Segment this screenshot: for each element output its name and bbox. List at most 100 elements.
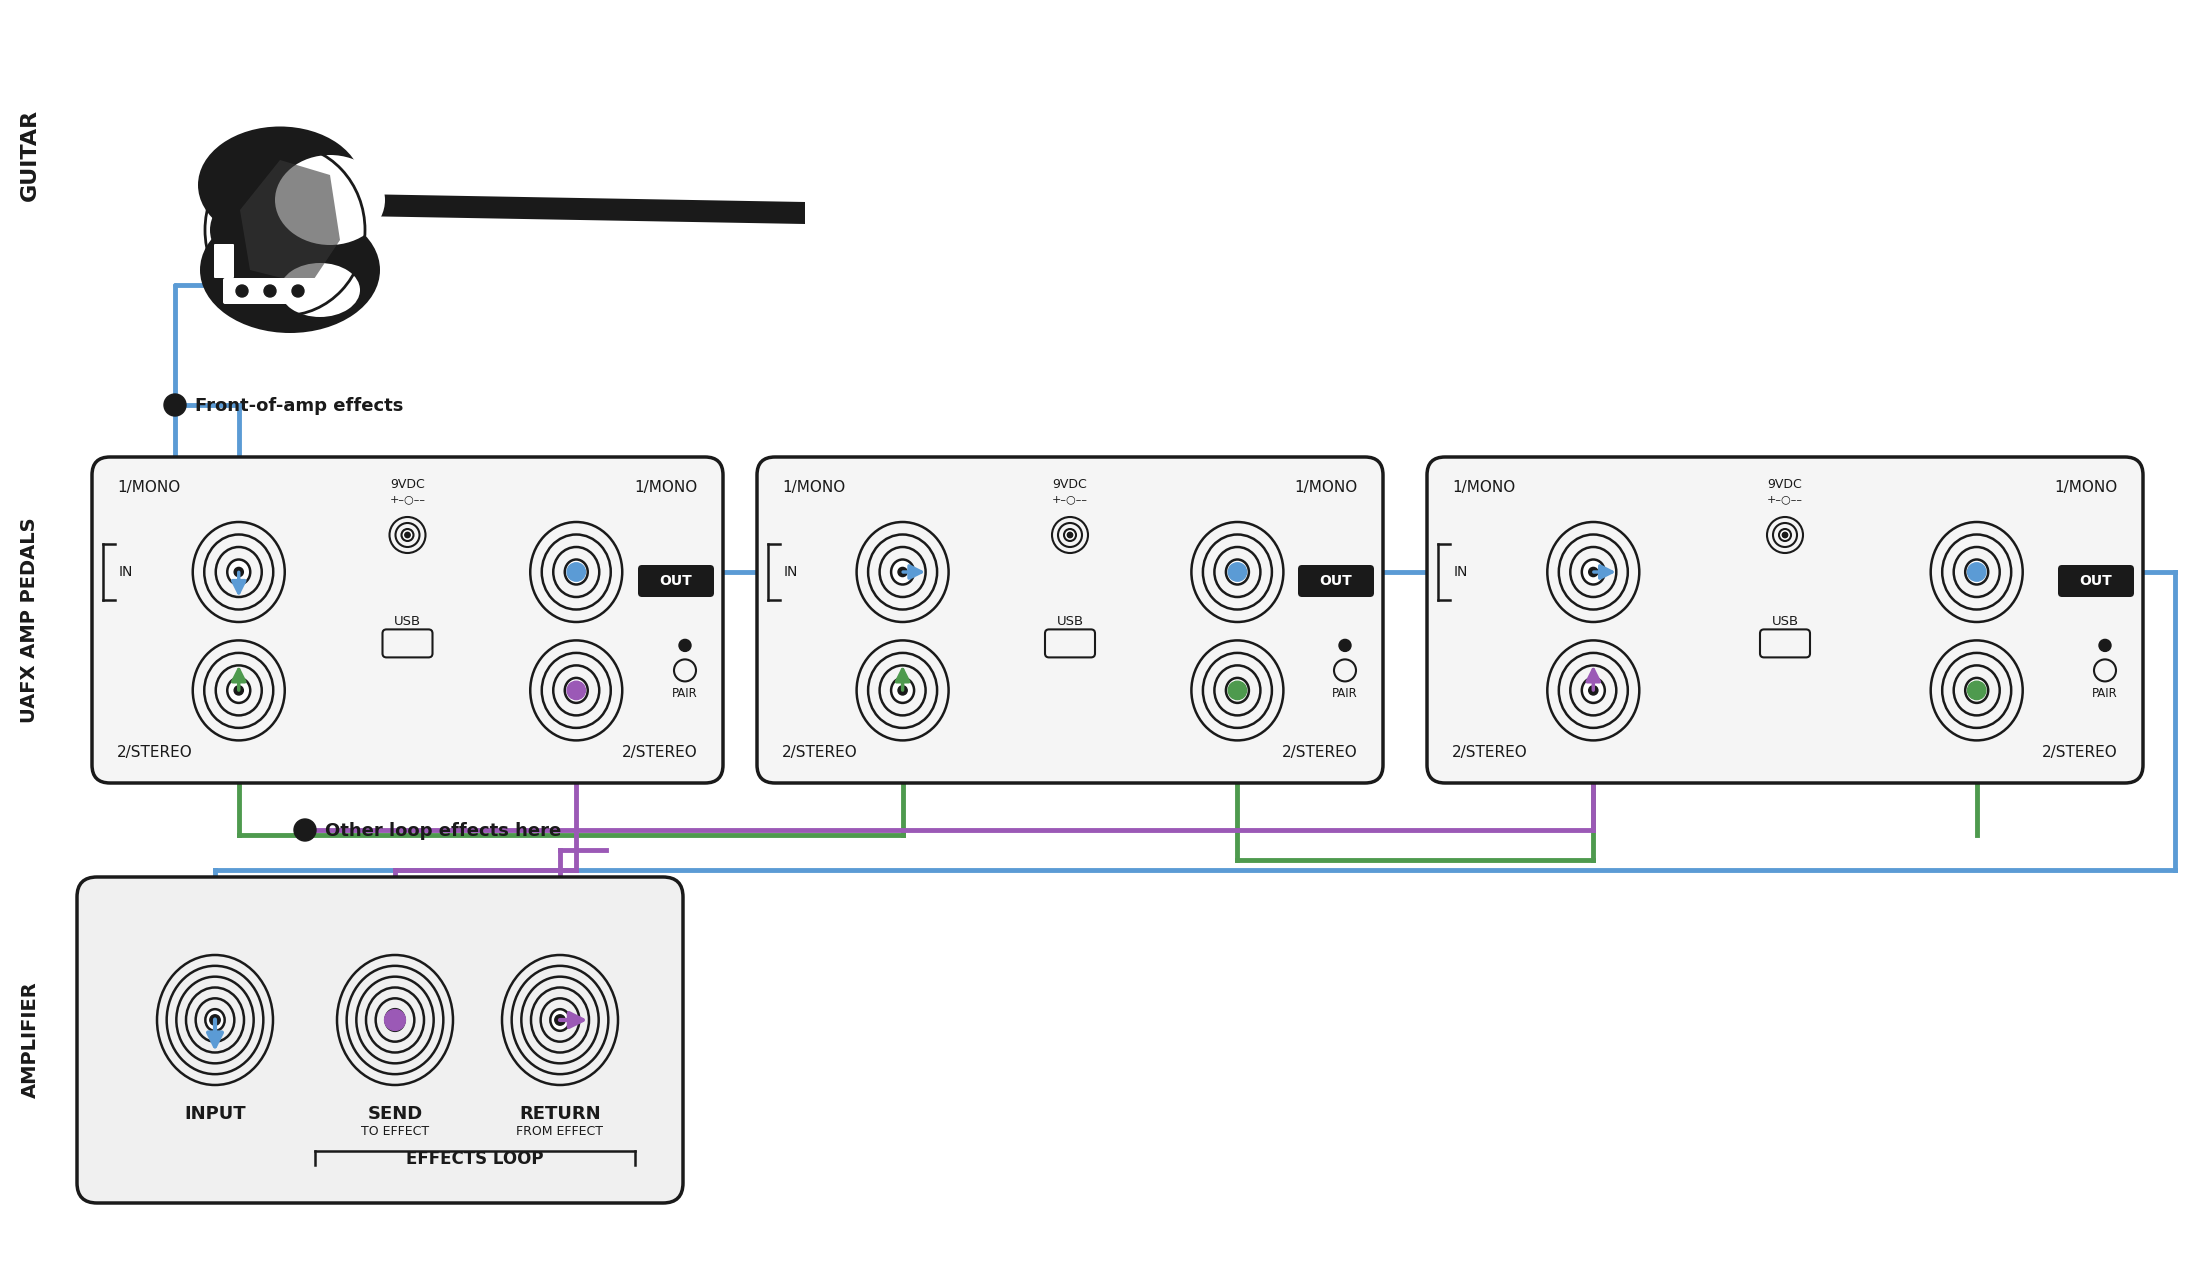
Circle shape [1968, 563, 1985, 581]
Ellipse shape [205, 1010, 225, 1030]
Ellipse shape [276, 155, 386, 245]
Text: AMPLIFIER: AMPLIFIER [20, 981, 40, 1099]
Text: PAIR: PAIR [2091, 688, 2118, 701]
Text: 2/STEREO: 2/STEREO [1282, 744, 1359, 760]
Text: 1/MONO: 1/MONO [635, 480, 697, 495]
Circle shape [571, 568, 580, 577]
Circle shape [390, 1015, 399, 1025]
Text: USB: USB [395, 616, 421, 629]
Circle shape [1233, 685, 1242, 696]
Ellipse shape [1227, 559, 1249, 585]
Ellipse shape [565, 677, 587, 703]
Circle shape [234, 685, 243, 696]
Ellipse shape [227, 677, 249, 703]
Text: EFFECTS LOOP: EFFECTS LOOP [406, 1150, 543, 1168]
Ellipse shape [201, 207, 379, 334]
Circle shape [1782, 532, 1787, 537]
Ellipse shape [210, 180, 360, 279]
Text: 1/MONO: 1/MONO [1452, 480, 1516, 495]
Text: 2/STEREO: 2/STEREO [2043, 744, 2118, 760]
Text: Front-of-amp effects: Front-of-amp effects [194, 397, 404, 415]
Circle shape [404, 532, 410, 537]
Text: +–○––: +–○–– [1052, 495, 1088, 504]
Ellipse shape [1582, 559, 1604, 585]
Circle shape [1229, 563, 1246, 581]
Text: IN: IN [1454, 565, 1469, 580]
Circle shape [567, 681, 585, 699]
Text: PAIR: PAIR [673, 688, 697, 701]
Circle shape [265, 285, 276, 298]
Circle shape [384, 1010, 406, 1030]
Text: OUT: OUT [2080, 574, 2113, 589]
Ellipse shape [1582, 677, 1604, 703]
FancyBboxPatch shape [1427, 457, 2142, 783]
Ellipse shape [386, 1010, 404, 1030]
Text: FROM EFFECT: FROM EFFECT [516, 1124, 604, 1139]
Circle shape [679, 639, 690, 652]
Circle shape [1233, 568, 1242, 577]
FancyBboxPatch shape [214, 243, 234, 278]
Text: 1/MONO: 1/MONO [1295, 480, 1359, 495]
Circle shape [571, 685, 580, 696]
Circle shape [898, 685, 907, 696]
Text: +–○––: +–○–– [1767, 495, 1802, 504]
Circle shape [1778, 529, 1791, 541]
FancyBboxPatch shape [757, 457, 1383, 783]
Ellipse shape [549, 1010, 569, 1030]
Text: 2/STEREO: 2/STEREO [1452, 744, 1529, 760]
Text: INPUT: INPUT [183, 1105, 245, 1123]
Text: GUITAR: GUITAR [20, 109, 40, 201]
Ellipse shape [1966, 677, 1988, 703]
Text: 2/STEREO: 2/STEREO [117, 744, 192, 760]
Circle shape [291, 285, 304, 298]
Circle shape [234, 568, 243, 577]
Text: IN: IN [119, 565, 132, 580]
Ellipse shape [891, 559, 913, 585]
Text: OUT: OUT [1319, 574, 1352, 589]
Text: 2/STEREO: 2/STEREO [622, 744, 697, 760]
Circle shape [163, 394, 185, 416]
FancyBboxPatch shape [638, 565, 715, 598]
Text: 1/MONO: 1/MONO [2054, 480, 2118, 495]
Circle shape [567, 563, 585, 581]
Text: Other loop effects here: Other loop effects here [324, 822, 560, 840]
Ellipse shape [565, 559, 587, 585]
Text: SEND: SEND [368, 1105, 424, 1123]
FancyBboxPatch shape [77, 877, 684, 1203]
Circle shape [1972, 685, 1981, 696]
Ellipse shape [227, 559, 249, 585]
Text: 9VDC: 9VDC [1052, 478, 1088, 491]
Ellipse shape [280, 263, 360, 317]
Text: TO EFFECT: TO EFFECT [362, 1124, 428, 1139]
Circle shape [554, 1015, 565, 1025]
Circle shape [1339, 639, 1350, 652]
Circle shape [1588, 685, 1597, 696]
Text: UAFX AMP PEDALS: UAFX AMP PEDALS [20, 518, 40, 723]
Circle shape [1229, 681, 1246, 699]
Circle shape [236, 285, 247, 298]
Circle shape [1972, 568, 1981, 577]
Text: OUT: OUT [660, 574, 693, 589]
Circle shape [293, 819, 315, 841]
Circle shape [1063, 529, 1077, 541]
FancyBboxPatch shape [1297, 565, 1374, 598]
Circle shape [1968, 681, 1985, 699]
Text: 9VDC: 9VDC [1767, 478, 1802, 491]
Ellipse shape [891, 677, 913, 703]
Ellipse shape [199, 126, 362, 243]
Polygon shape [355, 194, 805, 224]
FancyBboxPatch shape [223, 278, 322, 304]
Text: 1/MONO: 1/MONO [781, 480, 845, 495]
Circle shape [898, 568, 907, 577]
Circle shape [1588, 568, 1597, 577]
Text: +–○––: +–○–– [390, 495, 426, 504]
Text: USB: USB [1057, 616, 1083, 629]
FancyBboxPatch shape [93, 457, 724, 783]
Text: 2/STEREO: 2/STEREO [781, 744, 858, 760]
Text: 9VDC: 9VDC [390, 478, 426, 491]
FancyBboxPatch shape [2058, 565, 2133, 598]
Text: RETURN: RETURN [518, 1105, 600, 1123]
Polygon shape [240, 160, 340, 285]
Circle shape [401, 529, 413, 541]
Text: 1/MONO: 1/MONO [117, 480, 181, 495]
